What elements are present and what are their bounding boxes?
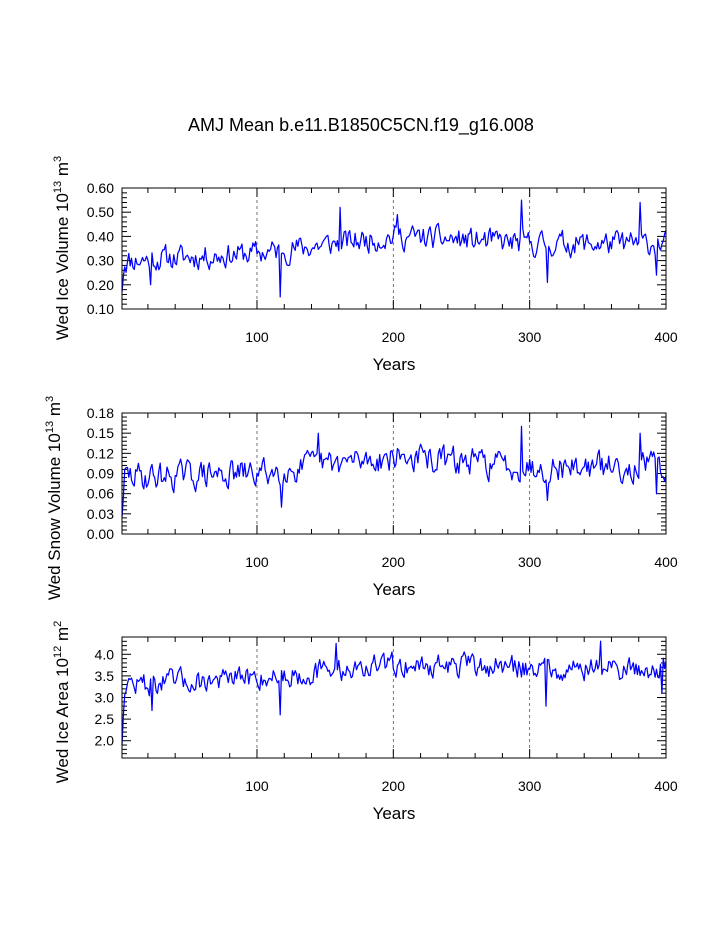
ylabel-ice-volume: Wed Ice Volume 1013 m3 bbox=[52, 156, 72, 340]
panel-snow-volume: Wed Snow Volume 1013 m3 Years 100 200 300 4… bbox=[44, 396, 678, 600]
x-tick-label-100: 100 bbox=[245, 554, 269, 570]
y-tick-label-0.60: 0.60 bbox=[87, 180, 114, 196]
y-tick-label-2.5: 2.5 bbox=[95, 711, 115, 727]
x-tick-label-100: 100 bbox=[245, 329, 269, 345]
ylabel-snow-volume: Wed Snow Volume 1013 m3 bbox=[44, 396, 64, 600]
x-tick-label-400: 400 bbox=[654, 778, 678, 794]
y-tick-label-0.06: 0.06 bbox=[87, 486, 114, 502]
y-tick-label-0.12: 0.12 bbox=[87, 445, 114, 461]
y-tick-label-0.20: 0.20 bbox=[87, 277, 114, 293]
chart-title: AMJ Mean b.e11.B1850C5CN.f19_g16.008 bbox=[188, 115, 534, 136]
y-tick-label-0.03: 0.03 bbox=[87, 506, 114, 522]
xlabel-years: Years bbox=[373, 804, 416, 823]
y-tick-label-2.0: 2.0 bbox=[95, 733, 115, 749]
y-tick-label-0.10: 0.10 bbox=[87, 301, 114, 317]
plot-frame bbox=[121, 187, 667, 310]
ylabel-ice-area: Wed Ice Area 1012 m2 bbox=[52, 621, 72, 784]
series-line-wed-snow-volume bbox=[121, 425, 667, 518]
y-tick-label-3.0: 3.0 bbox=[95, 690, 115, 706]
x-tick-label-400: 400 bbox=[654, 554, 678, 570]
plot-frame bbox=[121, 636, 667, 759]
y-tick-label-0.00: 0.00 bbox=[87, 526, 114, 542]
xlabel-years: Years bbox=[373, 580, 416, 599]
y-tick-label-0.40: 0.40 bbox=[87, 228, 114, 244]
y-tick-label-3.5: 3.5 bbox=[95, 668, 115, 684]
x-tick-label-300: 300 bbox=[518, 554, 542, 570]
y-tick-label-0.30: 0.30 bbox=[87, 253, 114, 269]
panel-ice-area: Wed Ice Area 1012 m2 Years 100 200 300 400 2… bbox=[52, 621, 678, 823]
plot-frame bbox=[121, 412, 667, 535]
y-tick-label-0.09: 0.09 bbox=[87, 466, 114, 482]
y-tick-label-4.0: 4.0 bbox=[95, 646, 115, 662]
x-tick-label-200: 200 bbox=[382, 554, 406, 570]
x-tick-label-400: 400 bbox=[654, 329, 678, 345]
series-line-wed-ice-volume bbox=[121, 199, 667, 298]
y-tick-label-0.15: 0.15 bbox=[87, 425, 114, 441]
x-tick-label-200: 200 bbox=[382, 778, 406, 794]
series-line-wed-ice-area bbox=[121, 640, 667, 746]
y-tick-label-0.18: 0.18 bbox=[87, 405, 114, 421]
x-tick-label-100: 100 bbox=[245, 778, 269, 794]
x-tick-label-300: 300 bbox=[518, 778, 542, 794]
xlabel-years: Years bbox=[373, 355, 416, 374]
y-tick-label-0.50: 0.50 bbox=[87, 204, 114, 220]
panel-ice-volume: Wed Ice Volume 1013 m3 Years 100 200 300 40… bbox=[52, 156, 678, 374]
x-tick-label-300: 300 bbox=[518, 329, 542, 345]
x-tick-label-200: 200 bbox=[382, 329, 406, 345]
